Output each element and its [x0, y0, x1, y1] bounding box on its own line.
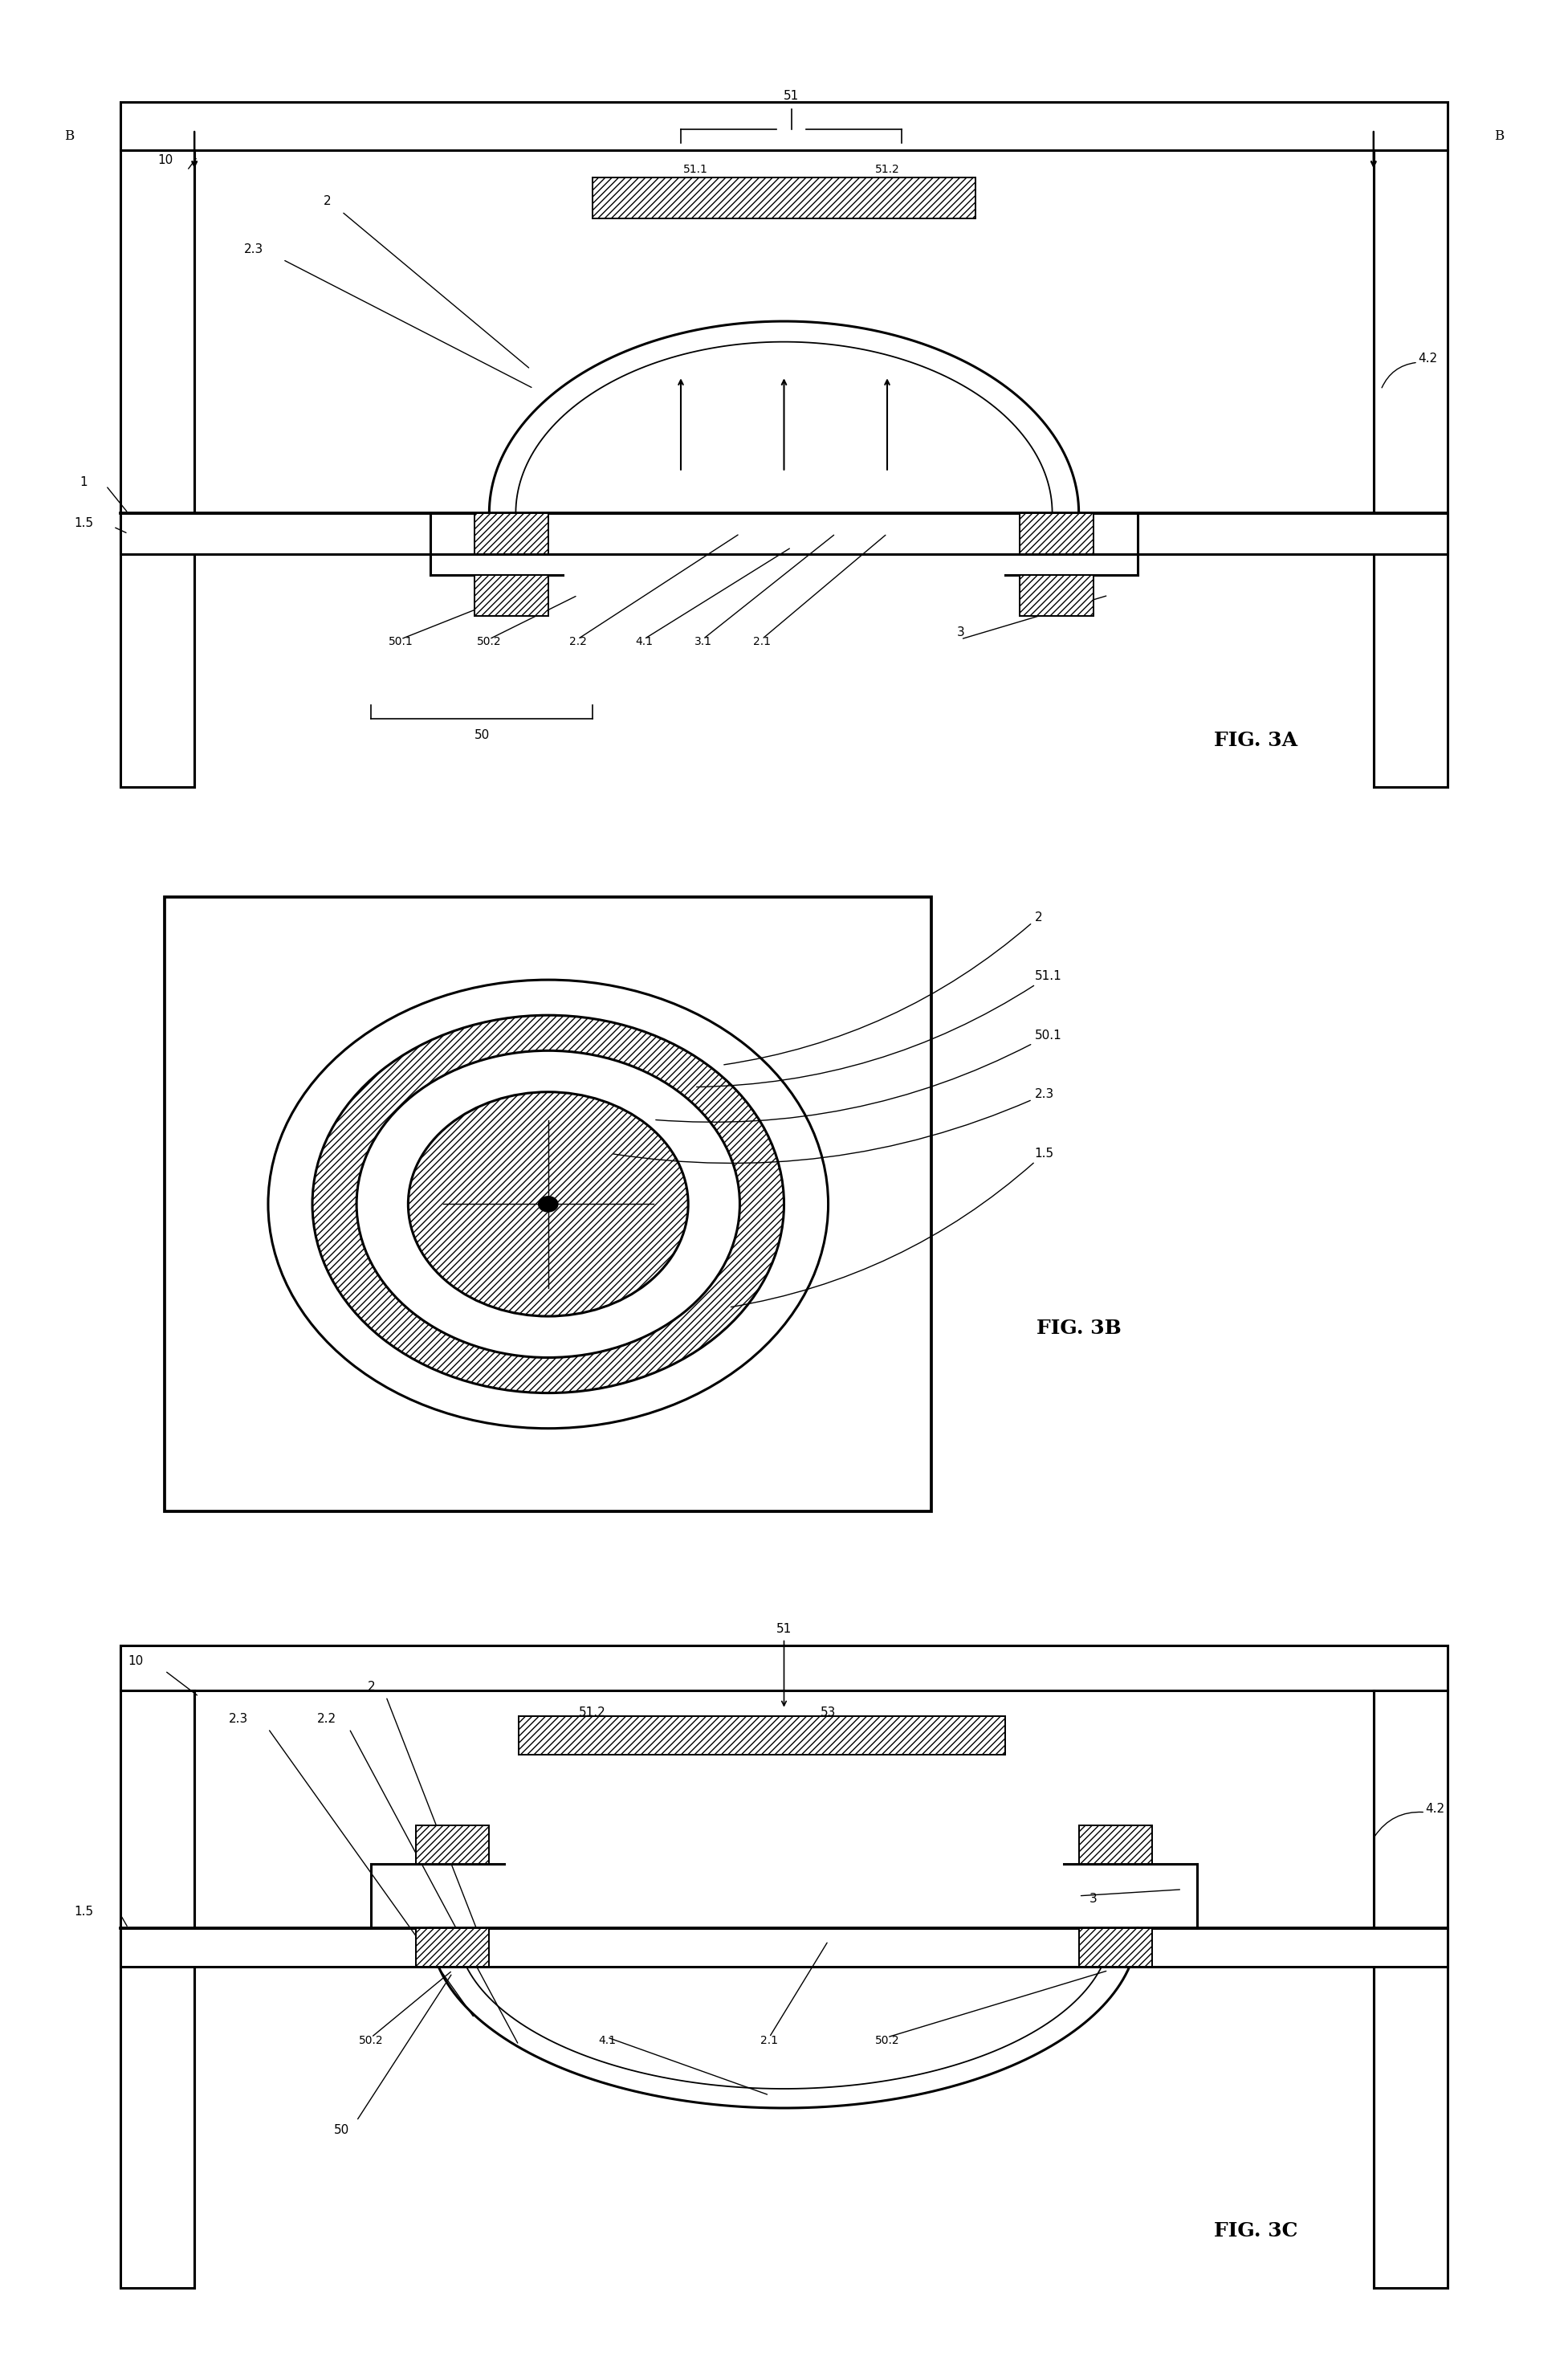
Bar [1079, 1825, 1152, 1863]
Text: 51.2: 51.2 [875, 163, 900, 175]
Bar [416, 1825, 489, 1863]
Circle shape [538, 1195, 558, 1214]
Bar [121, 1690, 194, 2288]
Bar [121, 512, 1447, 555]
Bar [1019, 512, 1093, 555]
Text: 4.1: 4.1 [635, 637, 652, 647]
Bar [475, 512, 549, 555]
Bar [121, 1646, 1447, 1690]
Text: 50: 50 [334, 2125, 350, 2137]
Bar [475, 574, 549, 616]
Bar [121, 1929, 1447, 1967]
Text: 1.5: 1.5 [74, 517, 94, 529]
Text: 50.2: 50.2 [359, 2035, 384, 2047]
Bar [519, 1716, 1005, 1754]
Text: FIG. 3B: FIG. 3B [1036, 1320, 1121, 1339]
Text: B: B [64, 130, 74, 144]
Bar [1374, 1690, 1447, 2288]
Text: 2.3: 2.3 [243, 243, 263, 255]
Text: 2: 2 [323, 196, 331, 208]
Text: 1: 1 [80, 477, 88, 489]
Text: FIG. 3C: FIG. 3C [1214, 2222, 1298, 2241]
Bar [416, 1929, 489, 1967]
Bar [121, 151, 194, 786]
Text: 3: 3 [956, 626, 964, 640]
Text: 2: 2 [724, 911, 1043, 1065]
Text: 2: 2 [367, 1681, 375, 1693]
Text: 2.1: 2.1 [753, 637, 771, 647]
Text: 51.1: 51.1 [696, 970, 1062, 1086]
Text: 51: 51 [784, 90, 800, 102]
Text: FIG. 3A: FIG. 3A [1214, 732, 1297, 751]
Bar [519, 1716, 1005, 1754]
Text: 51: 51 [776, 1622, 792, 1634]
Text: 51.1: 51.1 [684, 163, 709, 175]
Text: 53: 53 [820, 1707, 836, 1719]
Bar [1019, 512, 1093, 555]
Bar [121, 102, 1447, 151]
Text: 4.1: 4.1 [599, 2035, 616, 2047]
Text: 50.1: 50.1 [655, 1029, 1062, 1121]
Circle shape [408, 1091, 688, 1317]
Text: 2.2: 2.2 [569, 637, 586, 647]
Bar [1079, 1929, 1152, 1967]
Bar [475, 512, 549, 555]
Circle shape [312, 1015, 784, 1393]
Text: 50.1: 50.1 [389, 637, 412, 647]
Text: 10: 10 [157, 153, 172, 165]
Text: 3.1: 3.1 [695, 637, 712, 647]
Text: B: B [1494, 130, 1504, 144]
Bar [165, 897, 931, 1511]
Bar [475, 574, 549, 616]
Bar [1079, 1825, 1152, 1863]
Bar [593, 177, 975, 220]
Text: 4.2: 4.2 [1425, 1804, 1444, 1816]
Text: 1.5: 1.5 [731, 1147, 1054, 1308]
Bar [1374, 151, 1447, 786]
Bar [593, 177, 975, 220]
Circle shape [356, 1051, 740, 1358]
Text: 50.2: 50.2 [477, 637, 502, 647]
Text: 50: 50 [474, 730, 489, 741]
Text: 3: 3 [1090, 1894, 1098, 1905]
Text: 1.5: 1.5 [74, 1905, 94, 1917]
Bar [1079, 1929, 1152, 1967]
Bar [1019, 574, 1093, 616]
Text: 10: 10 [127, 1655, 143, 1667]
Text: 2.2: 2.2 [317, 1712, 337, 1724]
Text: 51.2: 51.2 [579, 1707, 605, 1719]
Bar [416, 1929, 489, 1967]
Text: 2.1: 2.1 [760, 2035, 778, 2047]
Bar [1019, 574, 1093, 616]
Text: 4.2: 4.2 [1417, 352, 1438, 366]
Text: 50.2: 50.2 [875, 2035, 900, 2047]
Bar [416, 1825, 489, 1863]
Text: 2.3: 2.3 [229, 1712, 248, 1724]
Text: 2.3: 2.3 [613, 1088, 1054, 1164]
